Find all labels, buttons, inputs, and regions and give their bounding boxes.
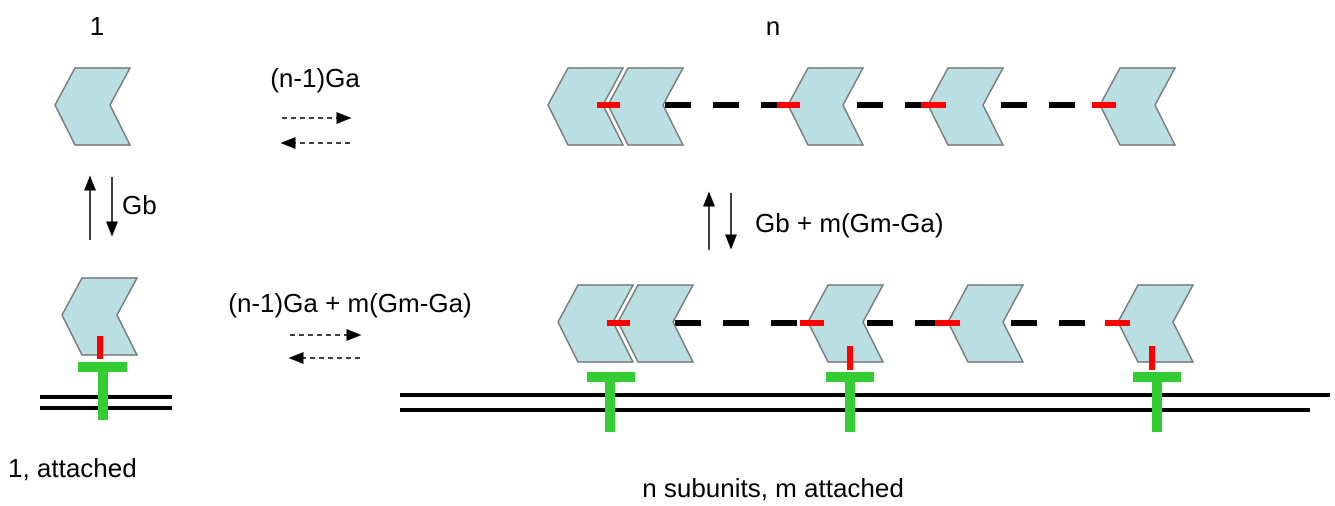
polymer-free (548, 68, 1175, 145)
label: Gb (122, 190, 157, 220)
label: n (766, 11, 780, 41)
label: Gb + m(Gm-Ga) (755, 208, 944, 238)
single-free (55, 68, 130, 145)
label: 1, attached (8, 453, 137, 483)
label: (n-1)Ga + m(Gm-Ga) (228, 288, 471, 318)
polymer-attached (400, 285, 1330, 432)
label: 1 (90, 11, 104, 41)
diagram: 1 n (n-1)Ga Gb Gb + m(Gm-Ga) (n-1)Ga + m… (0, 0, 1335, 506)
single-attached (40, 278, 172, 420)
label: n subunits, m attached (642, 473, 904, 503)
label: (n-1)Ga (270, 63, 360, 93)
